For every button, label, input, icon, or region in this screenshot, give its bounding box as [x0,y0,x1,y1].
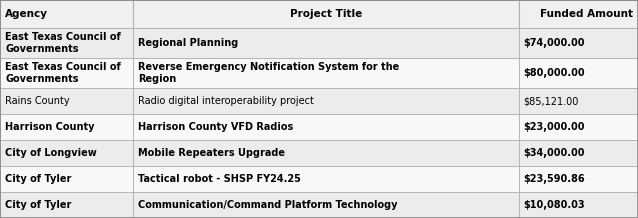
Bar [133,88,519,114]
Bar [519,0,638,28]
Bar [0,0,133,28]
Text: Tactical robot - SHSP FY24.25: Tactical robot - SHSP FY24.25 [138,174,300,184]
Bar [519,28,638,58]
Text: $85,121.00: $85,121.00 [524,96,579,106]
Bar [0,166,133,192]
Bar [133,58,519,88]
Text: East Texas Council of
Governments: East Texas Council of Governments [5,62,121,84]
Text: Harrison County VFD Radios: Harrison County VFD Radios [138,122,293,132]
Bar [519,88,638,114]
Text: Mobile Repeaters Upgrade: Mobile Repeaters Upgrade [138,148,285,158]
Text: $10,080.03: $10,080.03 [524,200,585,210]
Text: Agency: Agency [5,9,48,19]
Text: City of Tyler: City of Tyler [5,200,71,210]
Bar [0,88,133,114]
Bar [0,58,133,88]
Text: City of Tyler: City of Tyler [5,174,71,184]
Text: $74,000.00: $74,000.00 [524,38,585,48]
Text: $80,000.00: $80,000.00 [524,68,585,78]
Text: Communication/Command Platform Technology: Communication/Command Platform Technolog… [138,200,397,210]
Bar [519,192,638,218]
Text: Radio digital interoperability project: Radio digital interoperability project [138,96,314,106]
Bar [133,166,519,192]
Bar [519,166,638,192]
Bar [519,114,638,140]
Bar [133,0,519,28]
Bar [133,192,519,218]
Bar [133,28,519,58]
Text: City of Longview: City of Longview [5,148,97,158]
Bar [0,28,133,58]
Text: Funded Amount: Funded Amount [540,9,633,19]
Text: $34,000.00: $34,000.00 [524,148,585,158]
Bar [133,114,519,140]
Text: Harrison County: Harrison County [5,122,94,132]
Text: $23,590.86: $23,590.86 [524,174,585,184]
Bar [0,192,133,218]
Text: Rains County: Rains County [5,96,70,106]
Text: East Texas Council of
Governments: East Texas Council of Governments [5,32,121,54]
Bar [133,140,519,166]
Bar [0,140,133,166]
Bar [0,114,133,140]
Bar [519,58,638,88]
Text: $23,000.00: $23,000.00 [524,122,585,132]
Bar [519,140,638,166]
Text: Regional Planning: Regional Planning [138,38,238,48]
Text: Project Title: Project Title [290,9,362,19]
Text: Reverse Emergency Notification System for the
Region: Reverse Emergency Notification System fo… [138,62,399,84]
